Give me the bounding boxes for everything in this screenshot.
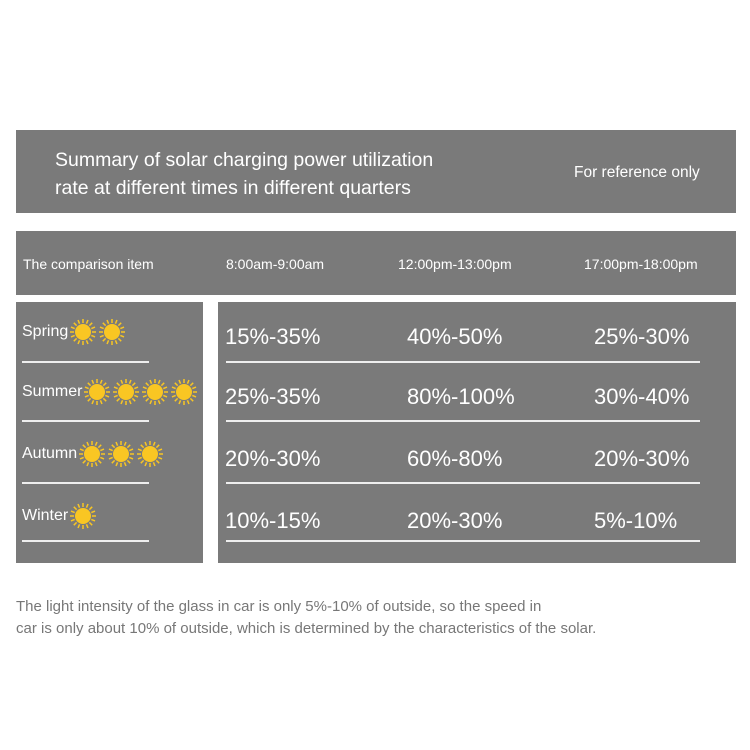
divider: [22, 482, 149, 484]
divider: [226, 482, 700, 484]
sun-icon: [99, 319, 126, 345]
divider: [22, 540, 149, 542]
rate-value: 80%-100%: [407, 384, 515, 409]
sun-icon: [84, 379, 111, 405]
title-panel: Summary of solar charging power utilizat…: [16, 130, 736, 213]
season-label: Winter: [22, 502, 97, 530]
season-column: Spring Summer Autumn Winter: [16, 302, 203, 563]
sun-icon: [171, 379, 198, 405]
sun-icon: [113, 379, 140, 405]
column-header: 17:00pm-18:00pm: [584, 256, 698, 272]
sun-icon: [70, 319, 97, 345]
season-name: Autumn: [22, 445, 78, 462]
divider: [22, 420, 149, 422]
divider: [226, 420, 700, 422]
rate-value: 20%-30%: [594, 446, 690, 471]
rate-value: 20%-30%: [225, 446, 321, 471]
column-header: The comparison item: [23, 256, 154, 272]
season-name: Summer: [22, 383, 83, 400]
rate-value: 20%-30%: [407, 508, 503, 533]
divider: [226, 361, 700, 363]
title-line: rate at different times in different qua…: [55, 177, 411, 199]
sun-icon: [70, 503, 97, 529]
rate-value: 40%-50%: [407, 324, 503, 349]
rate-value: 10%-15%: [225, 508, 321, 533]
sun-icon: [137, 441, 164, 467]
rate-value: 30%-40%: [594, 384, 690, 409]
page-title: Summary of solar charging power utilizat…: [55, 146, 485, 202]
rate-value: 15%-35%: [225, 324, 321, 349]
season-name: Spring: [22, 323, 69, 340]
column-header: 12:00pm-13:00pm: [398, 256, 512, 272]
sun-icon: [108, 441, 135, 467]
divider: [22, 361, 149, 363]
season-label: Spring: [22, 318, 126, 346]
season-label: Autumn: [22, 440, 164, 468]
divider: [226, 540, 700, 542]
values-grid: 15%-35% 40%-50% 25%-30% 25%-35% 80%-100% 30%-…: [218, 302, 736, 563]
season-name: Winter: [22, 507, 69, 524]
season-label: Summer: [22, 378, 198, 406]
rate-value: 25%-30%: [594, 324, 690, 349]
column-header: 8:00am-9:00am: [226, 256, 325, 272]
footnote-line: The light intensity of the glass in car …: [16, 598, 542, 615]
rate-value: 5%-10%: [594, 508, 678, 533]
sun-icon: [142, 379, 169, 405]
title-line: Summary of solar charging power utilizat…: [55, 149, 434, 171]
table-header: The comparison item 8:00am-9:00am 12:00p…: [16, 231, 736, 295]
footnote-line: car is only about 10% of outside, which …: [16, 620, 597, 637]
footnote: The light intensity of the glass in car …: [16, 596, 716, 640]
rate-value: 60%-80%: [407, 446, 503, 471]
reference-note: For reference only: [574, 164, 700, 181]
sun-icon: [79, 441, 106, 467]
rate-value: 25%-35%: [225, 384, 321, 409]
